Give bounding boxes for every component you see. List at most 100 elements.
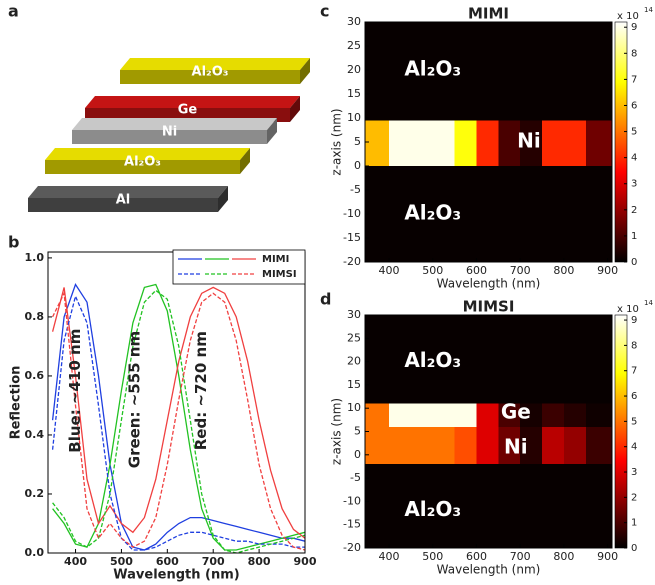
legend-label: MIMI [262, 254, 289, 265]
y-tick-label: 30 [347, 308, 361, 321]
heat-cell [564, 315, 586, 404]
x-tick-label: 700 [510, 264, 531, 277]
heat-cell [365, 464, 390, 548]
annotation: Red: ~720 nm [192, 331, 210, 450]
colorbar [615, 22, 627, 262]
heat-cell [498, 315, 520, 404]
colorbar-tick-label: 5 [631, 416, 637, 427]
heat-cell [564, 404, 586, 427]
legend-label: MIMSI [262, 269, 297, 280]
x-tick-label: 400 [64, 555, 87, 568]
colorbar-tick-label: 5 [631, 127, 637, 138]
heat-cell [520, 464, 542, 548]
panel-label: b [8, 233, 19, 252]
x-tick-label: 700 [202, 555, 225, 568]
heat-cell [542, 404, 564, 427]
heat-cell [455, 427, 477, 464]
x-tick-label: 600 [156, 555, 179, 568]
heat-cell [498, 166, 520, 262]
colorbar-label: x 10 [617, 11, 639, 22]
heat-cell [498, 22, 520, 120]
x-tick-label: 500 [422, 550, 443, 563]
heat-cell [433, 404, 455, 427]
heat-cell [542, 166, 564, 262]
heat-cell [476, 404, 498, 427]
x-tick-label: 400 [379, 264, 400, 277]
y-tick-label: 30 [347, 15, 361, 28]
x-axis-label: Wavelength (nm) [437, 563, 541, 577]
y-tick-label: 0 [354, 159, 361, 172]
y-tick-label: -20 [343, 541, 361, 554]
heat-cell [564, 120, 586, 166]
region-label: Al₂O₃ [404, 497, 461, 521]
heat-cell [542, 22, 564, 120]
colorbar-label: x 10 [617, 304, 639, 315]
panel-label: c [320, 2, 329, 21]
heat-cell [586, 22, 613, 120]
heat-cell [389, 404, 411, 427]
x-tick-label: 500 [422, 264, 443, 277]
colorbar-tick-label: 3 [631, 179, 637, 190]
heat-cell [365, 120, 390, 166]
region-label: Al₂O₃ [404, 348, 461, 372]
colorbar-tick-label: 8 [631, 48, 637, 59]
heat-cell [586, 404, 613, 427]
region-label: Ge [501, 399, 531, 423]
colorbar-tick-label: 9 [631, 22, 637, 33]
heat-cell [542, 120, 564, 166]
layer-label: Al₂O₃ [192, 65, 229, 80]
heat-cell [586, 120, 613, 166]
heat-cell [586, 315, 613, 404]
region-label: Al₂O₃ [404, 57, 461, 81]
heat-cell [564, 464, 586, 548]
colorbar-tick-label: 6 [631, 100, 637, 111]
y-tick-label: 0.4 [25, 428, 45, 441]
heat-cell [455, 120, 477, 166]
y-tick-label: 20 [347, 355, 361, 368]
y-tick-label: 5 [354, 135, 361, 148]
heat-cell [564, 22, 586, 120]
heat-cell [564, 427, 586, 464]
heat-cell [476, 166, 498, 262]
heat-cell [365, 22, 390, 120]
heat-cell [476, 427, 498, 464]
heat-cell [389, 120, 411, 166]
y-tick-label: -15 [343, 518, 361, 531]
y-tick-label: 25 [347, 331, 361, 344]
heat-cell [476, 464, 498, 548]
y-tick-label: -5 [350, 471, 361, 484]
colorbar-tick-label: 9 [631, 315, 637, 326]
x-tick-label: 800 [248, 555, 271, 568]
heat-cell [542, 464, 564, 548]
x-tick-label: 500 [110, 555, 133, 568]
heat-cell [586, 464, 613, 548]
x-tick-label: 400 [379, 550, 400, 563]
heat-cell [586, 427, 613, 464]
layer-label: Al₂O₃ [124, 155, 161, 170]
y-tick-label: 0 [354, 448, 361, 461]
panel-label: d [320, 290, 331, 309]
y-tick-label: 20 [347, 63, 361, 76]
y-axis-label: Reflection [9, 366, 24, 440]
x-tick-label: 800 [553, 264, 574, 277]
heat-cell [476, 120, 498, 166]
heat-cell [433, 120, 455, 166]
x-tick-label: 900 [597, 264, 618, 277]
colorbar-exponent: 14 [644, 6, 653, 14]
region-label: Ni [517, 129, 541, 153]
colorbar-exponent: 14 [644, 299, 653, 307]
y-tick-label: -5 [350, 183, 361, 196]
heat-cell [542, 427, 564, 464]
panel-label: a [8, 2, 19, 21]
heat-cell [433, 427, 455, 464]
heat-cell [365, 427, 390, 464]
y-tick-label: -15 [343, 231, 361, 244]
colorbar-tick-label: 7 [631, 366, 637, 377]
colorbar-tick-label: 0 [631, 543, 637, 554]
y-tick-label: 15 [347, 378, 361, 391]
colorbar-tick-label: 2 [631, 492, 637, 503]
heat-cell [520, 22, 542, 120]
colorbar [615, 315, 627, 548]
y-axis-label: z-axis (nm) [330, 108, 344, 175]
heat-cell [586, 166, 613, 262]
